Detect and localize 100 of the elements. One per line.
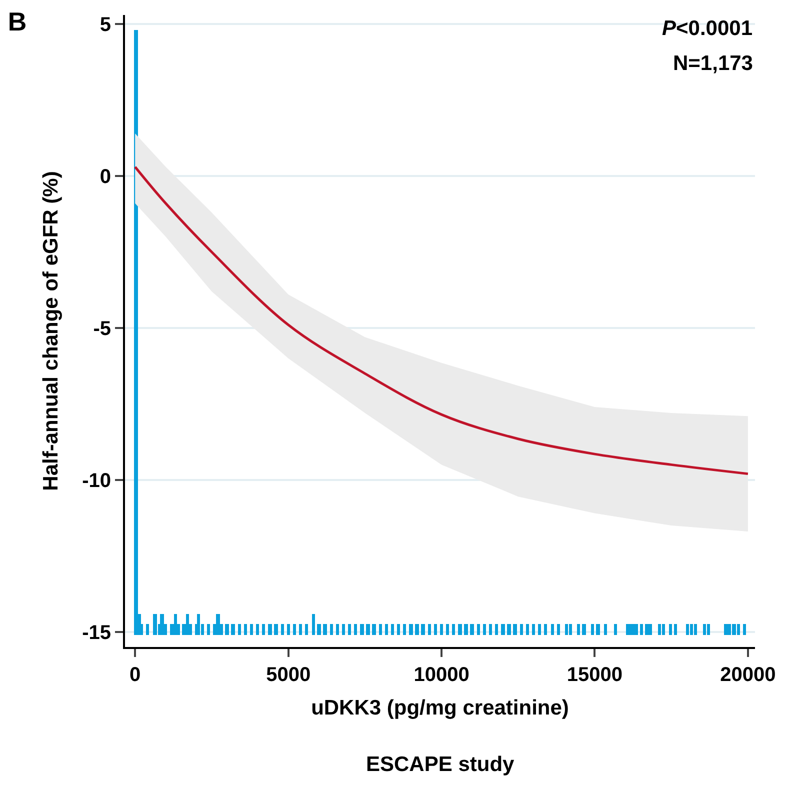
bar — [330, 624, 333, 635]
bar — [501, 624, 505, 635]
bar — [323, 624, 327, 635]
bar — [743, 624, 746, 635]
bar — [160, 614, 164, 635]
bar — [565, 624, 568, 635]
bar — [250, 624, 253, 635]
x-tick-label: 10000 — [414, 664, 470, 686]
bar — [268, 624, 272, 635]
bar — [495, 624, 498, 635]
bar — [582, 624, 586, 635]
bar — [415, 624, 419, 635]
bar — [489, 624, 492, 635]
bar — [274, 624, 278, 635]
bar — [544, 624, 547, 635]
bar — [452, 624, 455, 635]
bar — [317, 624, 321, 635]
bar — [551, 624, 554, 635]
line-series — [134, 166, 750, 476]
bar — [428, 624, 431, 635]
bar — [244, 624, 247, 635]
bar — [634, 624, 638, 635]
bar — [694, 624, 697, 635]
x-tick-label: 20000 — [720, 664, 776, 686]
y-tick-label: 0 — [100, 166, 111, 188]
bar — [231, 624, 235, 635]
bar — [385, 624, 388, 635]
bar — [225, 624, 229, 635]
bar — [397, 624, 400, 635]
bar — [557, 624, 560, 635]
bar — [626, 624, 630, 635]
bar — [674, 624, 677, 635]
y-tick-label: -10 — [82, 470, 111, 492]
chart-title: B — [8, 6, 27, 36]
bar — [336, 624, 339, 635]
bar — [348, 624, 351, 635]
bar — [146, 624, 149, 635]
bar — [299, 624, 302, 635]
bar — [658, 624, 661, 635]
y-tick-label: 5 — [100, 14, 111, 36]
y-tick-label: -5 — [93, 318, 111, 340]
bar — [707, 624, 710, 635]
annotation: P<0.0001 — [662, 17, 753, 40]
bar — [507, 624, 511, 635]
x-tick-label: 15000 — [566, 664, 623, 686]
bar — [483, 624, 486, 635]
y-axis-title: Half-annual change of eGFR (%) — [40, 171, 63, 491]
bar — [379, 624, 382, 635]
bar — [207, 624, 210, 635]
bar — [372, 624, 376, 635]
bar — [669, 624, 672, 635]
bar — [293, 624, 296, 635]
bar — [526, 624, 529, 635]
x-tick-label: 0 — [130, 664, 141, 686]
y-tick-label: -15 — [82, 622, 111, 644]
bar — [464, 624, 468, 635]
bar — [440, 624, 443, 635]
bar — [513, 624, 517, 635]
bar — [662, 624, 665, 635]
bar — [186, 614, 189, 635]
bar — [690, 624, 693, 635]
bar — [640, 624, 643, 635]
bar — [312, 614, 315, 635]
bar — [153, 614, 157, 635]
bar — [238, 624, 241, 635]
bar — [538, 624, 541, 635]
bar — [458, 624, 462, 635]
bar — [421, 624, 425, 635]
bar — [470, 624, 474, 635]
bar — [281, 624, 284, 635]
text: ESCAPE study — [366, 753, 515, 776]
bar — [446, 624, 449, 635]
bar — [256, 624, 259, 635]
bar — [262, 624, 265, 635]
bar — [409, 624, 413, 635]
bar — [391, 624, 394, 635]
x-tick-label: 5000 — [266, 664, 311, 686]
bar — [604, 624, 607, 635]
bar — [477, 624, 480, 635]
bar — [577, 624, 580, 635]
bar — [305, 624, 308, 635]
bar — [569, 624, 572, 635]
bar — [434, 624, 437, 635]
bar — [686, 624, 689, 635]
bar — [532, 624, 535, 635]
bar — [366, 624, 370, 635]
bar — [614, 624, 617, 635]
x-axis-title: uDKK3 (pg/mg creatinine) — [311, 696, 569, 720]
annotation: N=1,173 — [673, 52, 753, 75]
bar — [287, 624, 290, 635]
bar — [591, 624, 594, 635]
bar — [197, 614, 200, 635]
bar — [134, 30, 138, 635]
bar — [342, 624, 345, 635]
bar — [596, 624, 600, 635]
bar — [354, 624, 357, 635]
bar — [520, 624, 523, 635]
bar — [649, 624, 652, 635]
bar — [403, 624, 406, 635]
bar — [360, 624, 364, 635]
